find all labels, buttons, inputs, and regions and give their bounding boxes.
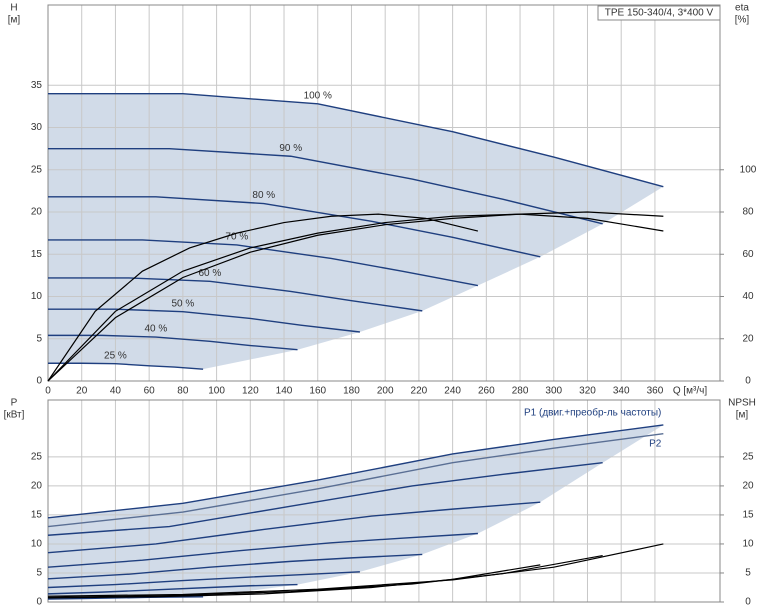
curve — [47, 432, 664, 528]
secondary-curve — [47, 554, 603, 598]
y-tick-label: 5 — [36, 568, 42, 579]
x-tick-label: 340 — [613, 386, 630, 397]
curve-label: 90 % — [279, 143, 302, 154]
x-tick-label: 0 — [45, 386, 51, 397]
y2-axis-label: NPSH — [728, 398, 756, 409]
x-tick-label: 100 — [208, 386, 225, 397]
curve — [47, 583, 298, 595]
y2-axis-unit: [м] — [736, 410, 749, 421]
x-tick-label: 20 — [76, 386, 88, 397]
curve-label: 100 % — [304, 90, 332, 101]
y2-tick-label: 5 — [745, 568, 751, 579]
y-tick-label: 25 — [31, 452, 43, 463]
curve-label: 60 % — [198, 268, 221, 279]
x-tick-label: 320 — [579, 386, 596, 397]
curve-label: 70 % — [225, 232, 248, 243]
curve — [47, 424, 664, 519]
curve-label: P1 (двиг.+преобр-ль частоты) — [524, 407, 661, 419]
operating-range — [48, 93, 664, 370]
y-tick-label: 20 — [31, 207, 43, 218]
x-tick-label: 360 — [647, 386, 664, 397]
secondary-curve — [47, 213, 664, 382]
y-tick-label: 10 — [31, 539, 43, 550]
curve — [48, 93, 664, 188]
y-tick-label: 20 — [31, 481, 43, 492]
secondary-curve — [47, 543, 664, 597]
y2-tick-label: 15 — [742, 510, 754, 521]
curve — [47, 553, 423, 580]
y2-tick-label: 40 — [742, 291, 754, 302]
plot-frame — [47, 399, 721, 603]
y-axis-label: P — [11, 398, 18, 409]
x-tick-label: 120 — [242, 386, 259, 397]
x-tick-label: 240 — [444, 386, 461, 397]
y2-tick-label: 10 — [742, 539, 754, 550]
curve-label: P2 — [649, 438, 662, 449]
y-tick-label: 15 — [31, 249, 43, 260]
x-tick-label: 280 — [512, 386, 529, 397]
y2-tick-label: 25 — [742, 452, 754, 463]
secondary-curve — [47, 564, 541, 599]
chart-title: TPE 150-340/4, 3*400 V — [605, 8, 714, 19]
curve — [48, 239, 479, 287]
curve-label: 80 % — [252, 190, 275, 201]
y-axis-unit: [кВт] — [4, 410, 25, 421]
curve — [48, 277, 423, 312]
y2-tick-label: 0 — [745, 597, 751, 608]
curve — [48, 362, 204, 370]
y-tick-label: 35 — [31, 80, 43, 91]
x-tick-label: 180 — [343, 386, 360, 397]
curve — [47, 532, 478, 568]
y-axis-unit: [м] — [8, 15, 21, 26]
curve — [47, 461, 603, 536]
y-tick-label: 10 — [31, 291, 43, 302]
y-axis-label: H — [10, 3, 17, 14]
y-tick-label: 5 — [36, 333, 42, 344]
y2-tick-label: 80 — [742, 207, 754, 218]
plot-frame — [47, 4, 721, 382]
curve — [47, 596, 204, 600]
curve — [48, 147, 603, 225]
x-tick-label: 300 — [545, 386, 562, 397]
secondary-curve — [47, 213, 479, 382]
curve-label: 50 % — [171, 298, 194, 309]
y2-tick-label: 100 — [740, 164, 757, 175]
y-tick-label: 30 — [31, 122, 43, 133]
curve-label: 40 % — [144, 324, 167, 335]
curve — [47, 501, 541, 554]
curve — [47, 571, 360, 589]
curve — [48, 308, 360, 333]
y2-tick-label: 60 — [742, 249, 754, 260]
y2-tick-label: 0 — [745, 376, 751, 387]
y-tick-label: 0 — [36, 597, 42, 608]
y2-axis-unit: [%] — [735, 15, 750, 26]
title-box — [597, 5, 721, 21]
curve-label: 25 % — [104, 350, 127, 361]
x-tick-label: 260 — [478, 386, 495, 397]
y2-tick-label: 20 — [742, 333, 754, 344]
operating-range — [48, 424, 664, 600]
y2-axis-label: eta — [735, 3, 749, 14]
x-tick-label: 160 — [309, 386, 326, 397]
y-tick-label: 0 — [36, 376, 42, 387]
secondary-curve — [47, 211, 664, 382]
x-tick-label: 200 — [377, 386, 394, 397]
x-tick-label: 80 — [177, 386, 189, 397]
curve — [48, 196, 541, 258]
y2-tick-label: 20 — [742, 481, 754, 492]
x-tick-label: 40 — [110, 386, 122, 397]
y-tick-label: 25 — [31, 164, 43, 175]
x-axis-label: Q [м³/ч] — [673, 386, 708, 397]
x-tick-label: 140 — [276, 386, 293, 397]
y-tick-label: 15 — [31, 510, 43, 521]
x-tick-label: 220 — [411, 386, 428, 397]
x-tick-label: 60 — [144, 386, 156, 397]
